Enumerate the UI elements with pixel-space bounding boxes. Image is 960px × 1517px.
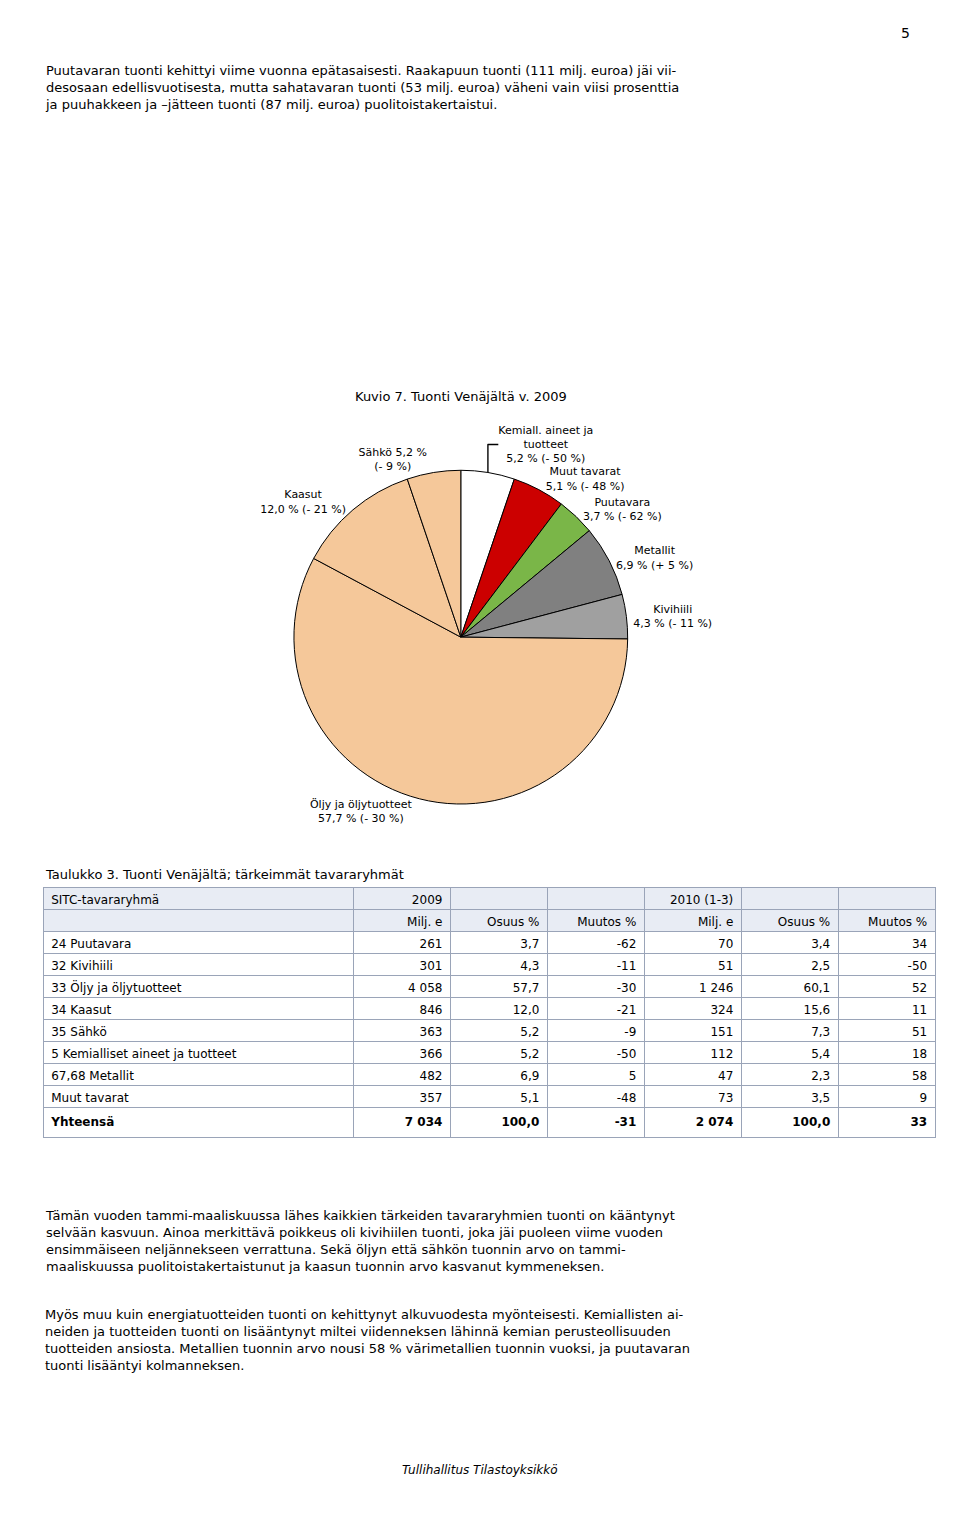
svg-text:5,1: 5,1	[520, 1091, 539, 1105]
svg-text:100,0: 100,0	[501, 1115, 539, 1129]
svg-text:2009: 2009	[412, 893, 443, 907]
svg-text:52: 52	[912, 981, 927, 995]
svg-text:70: 70	[718, 937, 733, 951]
svg-text:Taulukko 3. Tuonti Venäjältä;: Taulukko 3. Tuonti Venäjältä; tärkeimmät…	[45, 867, 404, 882]
svg-text:Muut tavarat5,1 % (- 48 %): Muut tavarat5,1 % (- 48 %)	[546, 465, 625, 492]
svg-text:261: 261	[420, 937, 443, 951]
svg-text:33 Öljy ja öljytuotteet: 33 Öljy ja öljytuotteet	[51, 979, 182, 995]
svg-text:Osuus %: Osuus %	[778, 915, 830, 929]
svg-text:Puutavaran tuonti kehittyi vii: Puutavaran tuonti kehittyi viime vuonna …	[45, 63, 679, 112]
svg-text:482: 482	[420, 1069, 443, 1083]
svg-text:33: 33	[910, 1115, 927, 1129]
svg-text:2,3: 2,3	[811, 1069, 830, 1083]
svg-text:-31: -31	[615, 1115, 637, 1129]
svg-text:5: 5	[629, 1069, 637, 1083]
svg-text:Tämän vuoden tammi-maaliskuuss: Tämän vuoden tammi-maaliskuussa lähes ka…	[45, 1208, 675, 1274]
svg-text:7,3: 7,3	[811, 1025, 830, 1039]
svg-text:-9: -9	[624, 1025, 636, 1039]
svg-text:-62: -62	[617, 937, 637, 951]
svg-text:Kaasut12,0 % (- 21 %): Kaasut12,0 % (- 21 %)	[260, 488, 346, 515]
svg-text:-48: -48	[617, 1091, 637, 1105]
svg-text:2010 (1-3): 2010 (1-3)	[670, 893, 733, 907]
svg-text:Yhteensä: Yhteensä	[50, 1115, 114, 1129]
svg-text:6,9: 6,9	[520, 1069, 539, 1083]
svg-text:Sähkö 5,2 %(- 9 %): Sähkö 5,2 %(- 9 %)	[359, 446, 427, 473]
svg-text:11: 11	[912, 1003, 927, 1017]
svg-text:5,2: 5,2	[520, 1025, 539, 1039]
svg-text:3,4: 3,4	[811, 937, 830, 951]
svg-text:Myös muu kuin energiatuotteide: Myös muu kuin energiatuotteiden tuonti o…	[45, 1307, 690, 1373]
svg-text:4 058: 4 058	[408, 981, 442, 995]
svg-text:7 034: 7 034	[405, 1115, 443, 1129]
svg-text:SITC-tavararyhmä: SITC-tavararyhmä	[51, 893, 159, 907]
svg-text:5: 5	[901, 25, 910, 41]
svg-text:34: 34	[912, 937, 927, 951]
svg-text:-21: -21	[617, 1003, 637, 1017]
svg-text:-50: -50	[617, 1047, 637, 1061]
svg-text:-30: -30	[617, 981, 637, 995]
svg-text:363: 363	[420, 1025, 443, 1039]
svg-text:Kuvio 7. Tuonti Venäjältä v. 2: Kuvio 7. Tuonti Venäjältä v. 2009	[355, 389, 567, 404]
svg-text:35 Sähkö: 35 Sähkö	[51, 1025, 107, 1039]
svg-text:47: 47	[718, 1069, 733, 1083]
svg-text:51: 51	[912, 1025, 927, 1039]
svg-text:12,0: 12,0	[513, 1003, 540, 1017]
svg-text:5 Kemialliset aineet ja tuotte: 5 Kemialliset aineet ja tuotteet	[51, 1047, 237, 1061]
svg-text:Kemiall. aineet jatuotteet5,2: Kemiall. aineet jatuotteet5,2 % (- 50 %)	[498, 424, 593, 466]
svg-text:Osuus %: Osuus %	[487, 915, 539, 929]
svg-text:5,4: 5,4	[811, 1047, 830, 1061]
svg-text:Öljy ja öljytuotteet57,7 % (-: Öljy ja öljytuotteet57,7 % (- 30 %)	[310, 798, 413, 825]
svg-text:151: 151	[710, 1025, 733, 1039]
svg-text:4,3: 4,3	[520, 959, 539, 973]
svg-text:18: 18	[912, 1047, 927, 1061]
svg-text:Tullihallitus Tilastoyksikkö: Tullihallitus Tilastoyksikkö	[402, 1463, 558, 1477]
svg-text:Muutos %: Muutos %	[577, 915, 636, 929]
svg-text:Kivihiili4,3 % (- 11 %): Kivihiili4,3 % (- 11 %)	[633, 603, 712, 630]
svg-text:Muutos %: Muutos %	[868, 915, 927, 929]
svg-text:32 Kivihiili: 32 Kivihiili	[51, 959, 113, 973]
svg-text:5,2: 5,2	[520, 1047, 539, 1061]
svg-text:-50: -50	[908, 959, 928, 973]
svg-text:15,6: 15,6	[804, 1003, 831, 1017]
svg-text:2,5: 2,5	[811, 959, 830, 973]
svg-text:24 Puutavara: 24 Puutavara	[51, 937, 131, 951]
svg-text:-11: -11	[617, 959, 637, 973]
svg-text:3,5: 3,5	[811, 1091, 830, 1105]
svg-text:60,1: 60,1	[804, 981, 831, 995]
svg-text:67,68 Metallit: 67,68 Metallit	[51, 1069, 134, 1083]
svg-text:846: 846	[420, 1003, 443, 1017]
svg-text:Metallit6,9 % (+ 5 %): Metallit6,9 % (+ 5 %)	[616, 544, 693, 571]
svg-text:2 074: 2 074	[696, 1115, 734, 1129]
svg-text:366: 366	[420, 1047, 443, 1061]
svg-text:Milj. e: Milj. e	[407, 915, 442, 929]
svg-text:324: 324	[710, 1003, 733, 1017]
svg-text:1 246: 1 246	[699, 981, 733, 995]
svg-text:34 Kaasut: 34 Kaasut	[51, 1003, 111, 1017]
svg-text:112: 112	[710, 1047, 733, 1061]
svg-text:51: 51	[718, 959, 733, 973]
svg-text:301: 301	[420, 959, 443, 973]
svg-text:58: 58	[912, 1069, 927, 1083]
svg-text:Muut tavarat: Muut tavarat	[51, 1091, 129, 1105]
svg-text:Milj. e: Milj. e	[698, 915, 733, 929]
svg-text:100,0: 100,0	[792, 1115, 830, 1129]
svg-text:3,7: 3,7	[520, 937, 539, 951]
svg-text:Puutavara3,7 % (- 62 %): Puutavara3,7 % (- 62 %)	[583, 496, 662, 523]
svg-text:357: 357	[420, 1091, 443, 1105]
svg-text:57,7: 57,7	[513, 981, 540, 995]
svg-text:9: 9	[920, 1091, 928, 1105]
svg-text:73: 73	[718, 1091, 733, 1105]
